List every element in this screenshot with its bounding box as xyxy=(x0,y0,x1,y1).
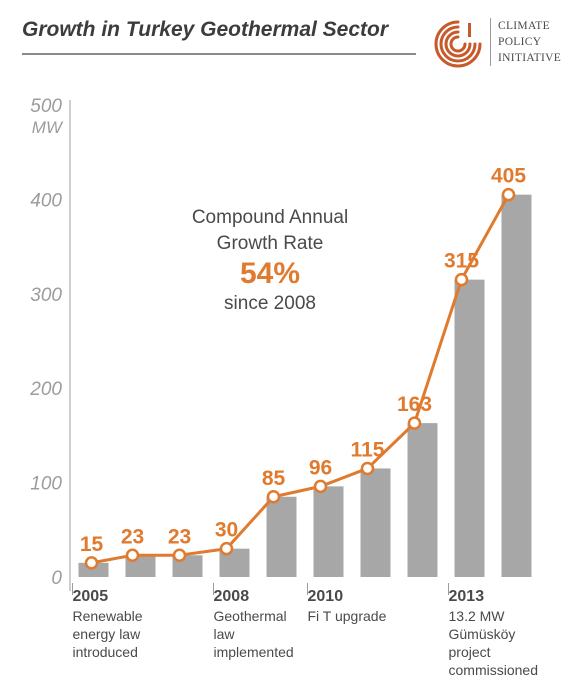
data-label: 163 xyxy=(397,393,432,416)
title-rule xyxy=(22,53,416,55)
cagr-callout: Compound Annual Growth Rate 54% since 20… xyxy=(170,205,370,317)
y-tick-label: 100 xyxy=(30,474,62,495)
bar xyxy=(407,423,438,577)
bar xyxy=(360,468,391,577)
annotation-text: Geothermal xyxy=(214,608,287,624)
bar xyxy=(266,496,297,577)
bar xyxy=(501,194,532,577)
y-tick-label: 0 xyxy=(51,568,62,589)
annotation-text: energy law xyxy=(73,626,142,642)
data-point xyxy=(219,541,234,556)
data-point xyxy=(125,548,140,563)
year-label: 2013 xyxy=(449,588,485,605)
data-point xyxy=(172,548,187,563)
logo-text: CLIMATE POLICY INITIATIVE xyxy=(490,18,561,66)
climate-policy-initiative-logo: CLIMATE POLICY INITIATIVE xyxy=(430,16,565,76)
bar xyxy=(454,279,485,577)
annotation-text: Fi T upgrade xyxy=(308,608,387,624)
cagr-rate: 54% xyxy=(239,257,301,290)
data-label: 85 xyxy=(262,467,286,490)
chart-title: Growth in Turkey Geothermal Sector xyxy=(22,18,389,41)
data-point xyxy=(454,272,469,287)
y-tick-label: 500 xyxy=(30,96,62,117)
data-label: 30 xyxy=(215,519,238,542)
data-point xyxy=(407,416,422,430)
annotation-text: introduced xyxy=(73,644,138,660)
y-tick-label: 300 xyxy=(30,285,62,306)
annotation-text: implemented xyxy=(214,644,294,660)
annotation-text: project xyxy=(449,644,491,660)
y-unit-label: MW xyxy=(32,118,64,137)
data-point xyxy=(360,461,375,476)
annotation-text: 13.2 MW xyxy=(449,608,506,624)
annotation-text: law xyxy=(214,626,236,642)
data-label: 115 xyxy=(351,438,385,461)
data-label: 15 xyxy=(80,533,104,556)
year-label: 2010 xyxy=(308,588,344,605)
data-label: 96 xyxy=(309,456,332,479)
annotation-text: Gümüsköy xyxy=(449,626,516,642)
cagr-line1: Compound Annual xyxy=(191,207,349,228)
logo-mark-icon xyxy=(434,20,482,68)
annotation-text: commissioned xyxy=(449,662,538,678)
data-label: 23 xyxy=(121,525,144,548)
year-label: 2008 xyxy=(214,588,250,605)
data-point xyxy=(501,187,516,202)
logo-line: INITIATIVE xyxy=(498,52,562,64)
data-label: 315 xyxy=(444,250,479,273)
data-point xyxy=(313,479,328,494)
logo-line: POLICY xyxy=(498,36,542,48)
data-point xyxy=(84,556,99,570)
data-label: 405 xyxy=(491,165,526,188)
year-label: 2005 xyxy=(73,588,109,605)
y-tick-label: 400 xyxy=(30,190,62,211)
bar xyxy=(313,486,344,577)
cagr-line2: Growth Rate xyxy=(216,233,324,254)
logo-line: CLIMATE xyxy=(498,20,550,32)
data-label: 23 xyxy=(168,525,191,548)
annotation-text: Renewable xyxy=(73,608,143,624)
cagr-line3: since 2008 xyxy=(224,293,316,314)
data-point xyxy=(266,490,281,504)
y-tick-label: 200 xyxy=(29,379,62,400)
growth-line xyxy=(91,193,510,565)
